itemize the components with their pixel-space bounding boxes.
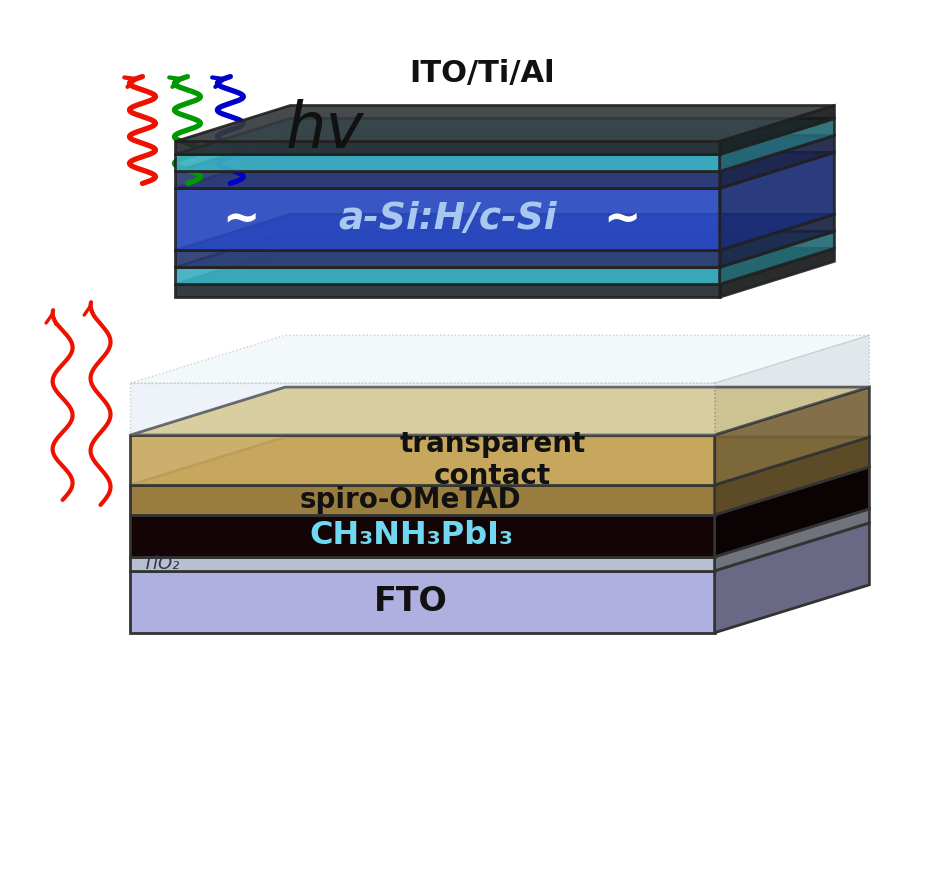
Polygon shape	[720, 118, 834, 171]
Polygon shape	[130, 485, 715, 515]
Polygon shape	[130, 467, 869, 515]
Text: a-Si:H/c-Si: a-Si:H/c-Si	[339, 202, 557, 237]
Polygon shape	[176, 141, 720, 155]
Polygon shape	[130, 509, 869, 557]
Polygon shape	[176, 155, 720, 171]
Polygon shape	[176, 118, 834, 155]
Polygon shape	[720, 232, 834, 284]
Polygon shape	[176, 153, 834, 188]
Polygon shape	[176, 214, 834, 250]
Polygon shape	[176, 106, 834, 141]
Polygon shape	[176, 136, 834, 171]
Polygon shape	[130, 557, 715, 571]
Polygon shape	[720, 214, 834, 267]
Polygon shape	[176, 250, 720, 267]
Polygon shape	[715, 523, 869, 633]
Polygon shape	[715, 467, 869, 557]
Polygon shape	[715, 437, 869, 515]
Polygon shape	[720, 249, 834, 297]
Text: hv: hv	[285, 99, 364, 161]
Polygon shape	[720, 153, 834, 250]
Polygon shape	[176, 171, 720, 188]
Text: transparent
contact: transparent contact	[400, 430, 586, 490]
Text: ITO/Ti/Al: ITO/Ti/Al	[409, 59, 555, 88]
Text: spiro-OMeTAD: spiro-OMeTAD	[300, 486, 522, 514]
Polygon shape	[715, 509, 869, 571]
Polygon shape	[130, 523, 869, 571]
Polygon shape	[715, 335, 869, 435]
Text: ~: ~	[222, 198, 259, 241]
Polygon shape	[130, 383, 715, 435]
Polygon shape	[130, 571, 715, 633]
Polygon shape	[176, 188, 720, 250]
Polygon shape	[720, 106, 834, 155]
Text: CH₃NH₃PbI₃: CH₃NH₃PbI₃	[309, 520, 512, 551]
Polygon shape	[176, 267, 720, 284]
Polygon shape	[176, 249, 834, 284]
Polygon shape	[720, 136, 834, 188]
Polygon shape	[130, 387, 869, 435]
Polygon shape	[130, 437, 869, 485]
Polygon shape	[176, 284, 720, 297]
Text: TiO₂: TiO₂	[142, 555, 179, 573]
Polygon shape	[176, 232, 834, 267]
Polygon shape	[130, 515, 715, 557]
Polygon shape	[715, 387, 869, 485]
Polygon shape	[130, 335, 869, 383]
Polygon shape	[130, 435, 715, 485]
Text: ~: ~	[603, 198, 640, 241]
Text: FTO: FTO	[374, 585, 448, 618]
